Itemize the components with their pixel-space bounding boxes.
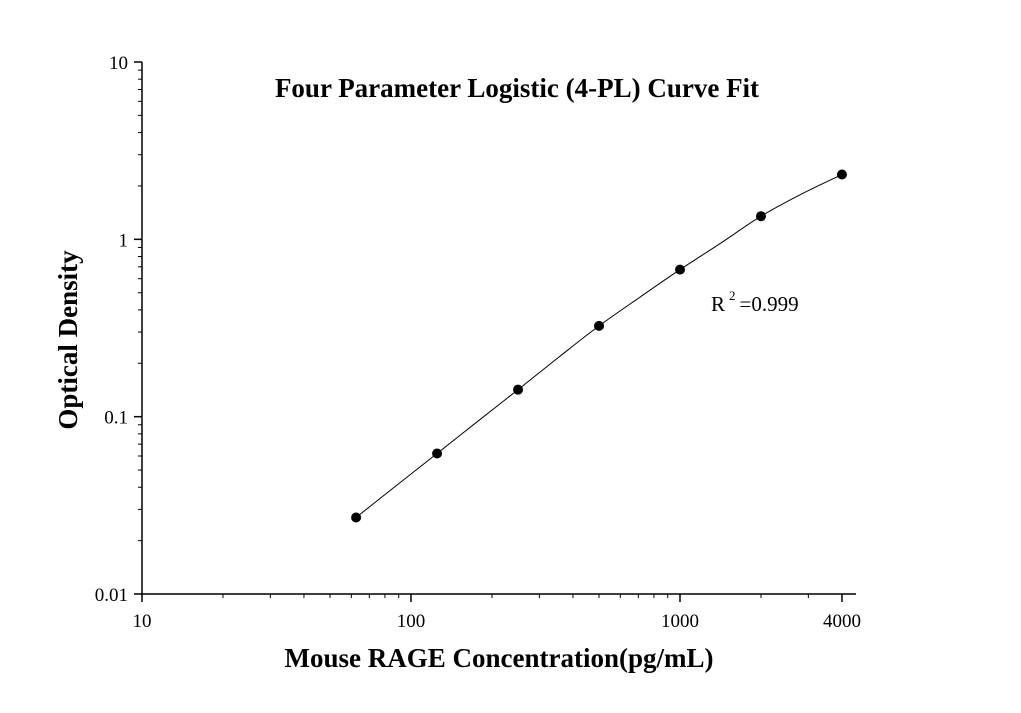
chart-title: Four Parameter Logistic (4-PL) Curve Fit [275,73,759,103]
data-point [836,169,847,180]
axis-tick-labels: 0.01 0.1 1 10 10 100 1000 4000 [95,53,861,632]
y-tick-label: 1 [119,230,129,251]
x-axis-label: Mouse RAGE Concentration(pg/mL) [285,643,714,673]
r-squared-value: =0.999 [740,292,799,316]
data-points [351,169,847,523]
x-tick-label: 1000 [661,611,699,632]
data-point [351,512,362,523]
y-tick-label: 0.1 [104,408,128,429]
r-squared-base: R [711,292,725,316]
r-squared-exponent: 2 [729,288,736,303]
axis-ticks [134,61,843,602]
y-tick-label: 0.01 [95,585,128,606]
data-point [432,448,443,459]
x-tick-label: 100 [397,611,426,632]
data-point [755,211,766,222]
data-point [675,264,685,275]
data-point [594,320,605,331]
axes [141,62,856,595]
y-axis-label: Optical Density [53,250,83,430]
r-squared-annotation: R 2 =0.999 [711,287,799,316]
x-tick-label: 10 [133,611,152,632]
data-point [513,384,524,395]
x-tick-label: 4000 [823,611,861,632]
y-tick-label: 10 [109,53,128,74]
